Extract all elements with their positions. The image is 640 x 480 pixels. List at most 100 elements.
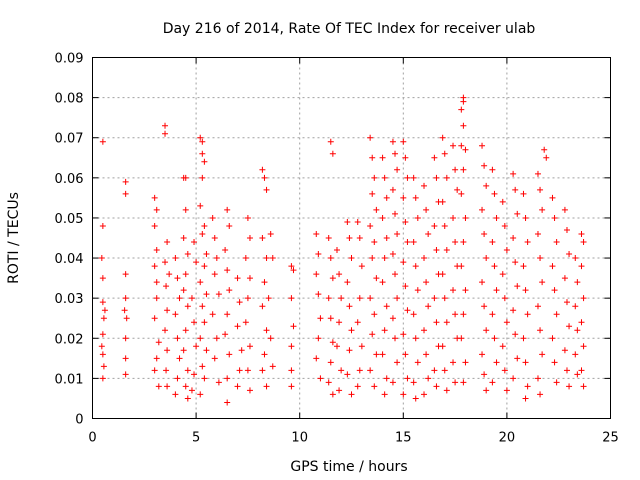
data-point-marker: [371, 311, 378, 318]
data-point-marker: [358, 263, 365, 270]
data-point-marker: [392, 335, 399, 342]
data-point-marker: [325, 295, 332, 302]
data-point-marker: [224, 399, 231, 406]
data-point-marker: [458, 106, 465, 113]
data-point-marker: [288, 383, 295, 390]
data-point-marker: [574, 279, 581, 286]
data-point-marker: [412, 395, 419, 402]
data-point-marker: [551, 287, 558, 294]
data-point-marker: [383, 303, 390, 310]
data-point-marker: [483, 182, 490, 189]
data-point-marker: [439, 271, 446, 278]
data-point-marker: [499, 343, 506, 350]
data-point-marker: [566, 323, 573, 330]
data-point-marker: [209, 214, 216, 221]
data-point-marker: [443, 387, 450, 394]
data-point-marker: [433, 174, 440, 181]
data-point-marker: [224, 267, 231, 274]
data-point-marker: [402, 283, 409, 290]
data-point-marker: [371, 239, 378, 246]
data-point-marker: [317, 315, 324, 322]
data-point-marker: [199, 138, 206, 145]
data-point-marker: [263, 255, 270, 262]
data-point-marker: [288, 295, 295, 302]
data-point-marker: [381, 255, 388, 262]
data-point-marker: [460, 311, 467, 318]
data-point-marker: [315, 291, 322, 298]
data-point-marker: [203, 251, 210, 258]
data-point-marker: [441, 295, 448, 302]
data-point-marker: [315, 251, 322, 258]
data-point-marker: [203, 347, 210, 354]
data-point-marker: [246, 235, 253, 241]
data-point-marker: [392, 271, 399, 278]
data-point-marker: [336, 387, 343, 394]
data-point-marker: [479, 142, 486, 149]
data-point-marker: [458, 142, 465, 149]
data-point-marker: [213, 335, 220, 342]
data-point-marker: [99, 299, 106, 306]
data-point-marker: [514, 283, 521, 290]
data-point-marker: [182, 206, 189, 213]
data-point-marker: [512, 186, 519, 193]
data-point-marker: [578, 319, 585, 326]
data-point-marker: [580, 239, 587, 246]
data-point-marker: [369, 154, 376, 161]
data-point-marker: [373, 206, 380, 213]
data-point-marker: [534, 230, 541, 237]
data-point-marker: [381, 174, 388, 181]
data-point-marker: [412, 194, 419, 201]
data-point-marker: [400, 391, 407, 398]
data-point-marker: [163, 283, 170, 290]
data-point-marker: [99, 275, 106, 282]
data-point-marker: [367, 367, 374, 374]
x-axis-label: GPS time / hours: [290, 459, 407, 475]
data-point-marker: [184, 303, 191, 310]
data-point-marker: [479, 206, 486, 213]
data-point-marker: [431, 367, 438, 374]
data-point-marker: [356, 295, 363, 302]
data-point-marker: [369, 255, 376, 262]
data-point-marker: [439, 198, 446, 205]
data-point-marker: [524, 383, 531, 390]
data-point-marker: [172, 311, 179, 318]
data-point-marker: [537, 186, 544, 193]
data-point-marker: [122, 271, 129, 278]
data-point-marker: [184, 367, 191, 374]
data-point-marker: [348, 391, 355, 398]
data-point-marker: [369, 190, 376, 197]
x-tick-label: 20: [499, 431, 516, 446]
data-point-marker: [199, 303, 206, 310]
data-point-marker: [184, 251, 191, 258]
data-point-marker: [379, 154, 386, 161]
data-point-marker: [226, 351, 233, 358]
data-point-marker: [460, 98, 467, 105]
plot-frame: [92, 57, 611, 419]
data-point-marker: [244, 295, 251, 302]
data-point-marker: [246, 343, 253, 350]
data-point-marker: [433, 319, 440, 326]
data-point-marker: [234, 323, 241, 330]
data-point-marker: [462, 359, 469, 366]
data-point-marker: [259, 303, 266, 310]
data-point-marker: [462, 146, 469, 153]
data-point-marker: [224, 375, 231, 382]
data-point-marker: [499, 271, 506, 278]
data-point-marker: [534, 170, 541, 177]
data-point-marker: [539, 351, 546, 358]
data-point-marker: [153, 206, 160, 213]
data-point-marker: [209, 311, 216, 318]
data-point-marker: [522, 287, 529, 294]
data-point-marker: [501, 295, 508, 302]
data-point-marker: [392, 210, 399, 217]
y-tick-label: 0.02: [55, 332, 84, 347]
data-point-marker: [551, 359, 558, 366]
data-point-marker: [441, 150, 448, 157]
data-point-marker: [551, 214, 558, 221]
data-point-marker: [162, 122, 169, 129]
data-point-marker: [236, 367, 243, 374]
data-point-marker: [101, 307, 108, 314]
data-point-marker: [431, 222, 438, 229]
data-point-marker: [164, 307, 171, 314]
data-point-marker: [333, 343, 340, 350]
